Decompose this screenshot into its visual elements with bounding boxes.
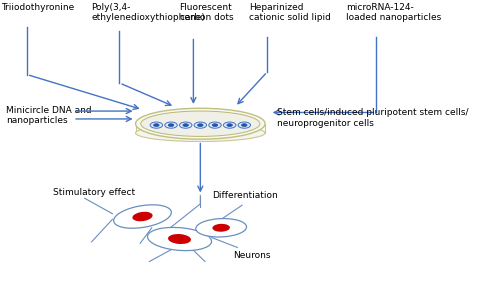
Text: Poly(3,4-
ethylenedioxythiophene): Poly(3,4- ethylenedioxythiophene) xyxy=(92,3,206,22)
Text: Neurons: Neurons xyxy=(232,251,270,260)
Ellipse shape xyxy=(168,124,174,127)
Text: Heparinized
cationic solid lipid: Heparinized cationic solid lipid xyxy=(249,3,331,22)
Text: Minicircle DNA and
nanoparticles: Minicircle DNA and nanoparticles xyxy=(6,106,91,125)
Ellipse shape xyxy=(194,122,206,128)
Ellipse shape xyxy=(154,124,159,127)
Ellipse shape xyxy=(224,122,236,128)
Ellipse shape xyxy=(183,124,188,127)
Ellipse shape xyxy=(136,108,265,139)
Ellipse shape xyxy=(140,111,260,136)
Ellipse shape xyxy=(212,124,218,127)
Ellipse shape xyxy=(227,124,232,127)
Ellipse shape xyxy=(180,122,192,128)
Ellipse shape xyxy=(198,124,203,127)
Text: Triiodothyronine: Triiodothyronine xyxy=(2,3,74,12)
Text: Fluorescent
carbon dots: Fluorescent carbon dots xyxy=(180,3,233,22)
Ellipse shape xyxy=(114,205,172,228)
Ellipse shape xyxy=(196,219,246,237)
Ellipse shape xyxy=(150,122,162,128)
Ellipse shape xyxy=(148,227,212,250)
Ellipse shape xyxy=(168,234,191,244)
Ellipse shape xyxy=(212,224,230,232)
Ellipse shape xyxy=(136,124,265,141)
Ellipse shape xyxy=(242,124,247,127)
Text: Stimulatory effect: Stimulatory effect xyxy=(53,188,135,197)
Ellipse shape xyxy=(238,122,250,128)
Text: microRNA-124-
loaded nanoparticles: microRNA-124- loaded nanoparticles xyxy=(346,3,442,22)
Ellipse shape xyxy=(165,122,177,128)
Ellipse shape xyxy=(208,122,221,128)
Ellipse shape xyxy=(132,212,152,221)
Text: Stem cells/induced pluripotent stem cells/
neuroprogenitor cells: Stem cells/induced pluripotent stem cell… xyxy=(276,108,468,128)
Text: Differentiation: Differentiation xyxy=(212,191,278,200)
